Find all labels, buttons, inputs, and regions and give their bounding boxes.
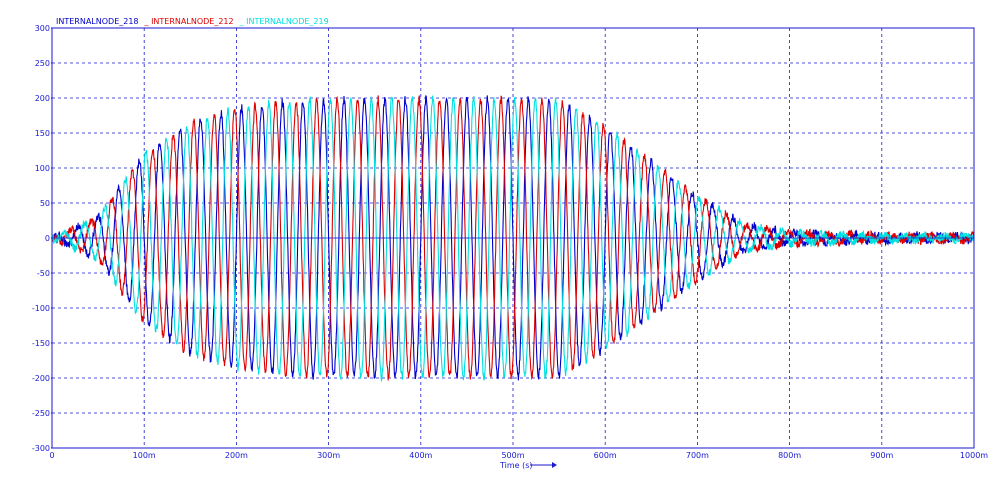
legend-entry: _ INTERNALNODE_212: [144, 17, 234, 26]
x-axis-label: Time (s): [499, 461, 533, 470]
y-tick-label: -50: [37, 269, 50, 278]
x-tick-label: 700m: [686, 451, 709, 460]
y-tick-label: 0: [45, 234, 50, 243]
y-tick-label: 200: [35, 94, 50, 103]
y-tick-label: -200: [32, 374, 50, 383]
x-tick-label: 500m: [501, 451, 524, 460]
legend-entry: _ INTERNALNODE_219: [239, 17, 329, 26]
x-tick-labels: 0 100m 200m 300m 400m 500m 600m 700m 800m 900m 100…: [49, 451, 988, 460]
x-tick-label: 400m: [409, 451, 432, 460]
y-tick-label: 150: [35, 129, 50, 138]
y-tick-label: 100: [35, 164, 50, 173]
y-tick-label: -150: [32, 339, 50, 348]
y-tick-label: 300: [35, 24, 50, 33]
y-tick-label: 250: [35, 59, 50, 68]
y-tick-label: -100: [32, 304, 50, 313]
x-tick-label: 600m: [594, 451, 617, 460]
x-tick-label: 200m: [225, 451, 248, 460]
x-tick-label: 300m: [317, 451, 340, 460]
series-layer: [51, 95, 975, 383]
y-tick-label: -250: [32, 409, 50, 418]
legend-entry: INTERNALNODE_218: [56, 17, 139, 26]
x-tick-label: 0: [49, 451, 54, 460]
x-tick-label: 1000m: [960, 451, 988, 460]
series-line-internalnode_212: [51, 95, 975, 381]
x-axis-arrow: [530, 462, 557, 468]
series-line-internalnode_219: [51, 95, 975, 383]
x-tick-label: 100m: [133, 451, 156, 460]
y-tick-label: 50: [40, 199, 50, 208]
y-tick-labels: 300 250 200 150 100 50 0 -50 -100 -150 -200 -250 -30…: [32, 24, 52, 453]
x-tick-label: 800m: [778, 451, 801, 460]
y-tick-label: -300: [32, 444, 50, 453]
x-tick-label: 900m: [870, 451, 893, 460]
legend: INTERNALNODE_218 _ INTERNALNODE_212 _ INTE…: [56, 17, 329, 26]
